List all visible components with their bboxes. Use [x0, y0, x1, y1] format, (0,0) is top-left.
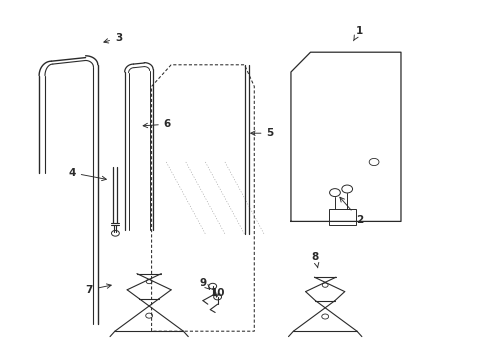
Text: 8: 8	[311, 252, 318, 268]
Text: 1: 1	[353, 26, 362, 41]
Text: 3: 3	[103, 33, 122, 43]
Text: 10: 10	[210, 288, 224, 298]
Text: 6: 6	[143, 119, 171, 129]
Bar	[328, 209, 355, 225]
Text: 9: 9	[199, 278, 209, 289]
Text: 2: 2	[339, 197, 362, 225]
Text: 5: 5	[250, 128, 273, 138]
Text: 7: 7	[85, 284, 111, 295]
Text: 4: 4	[68, 168, 106, 181]
